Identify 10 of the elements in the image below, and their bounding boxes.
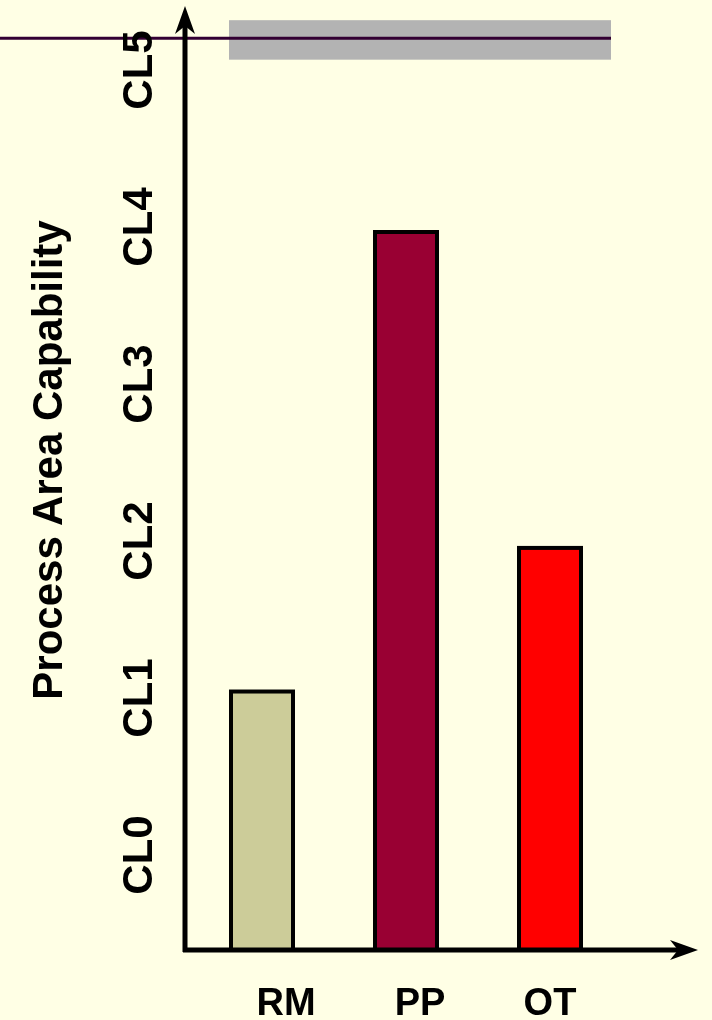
text: CL0 (114, 815, 161, 895)
y-axis-title: Process Area Capability (24, 219, 71, 700)
text: CL3 (114, 344, 161, 424)
x-tick-label: OT (523, 981, 577, 1020)
text: CL4 (114, 186, 161, 267)
text: CL1 (114, 658, 161, 738)
text: CL5 (114, 30, 161, 110)
x-tick-label: RM (256, 981, 316, 1020)
text: CL2 (114, 501, 161, 581)
x-tick-label: PP (394, 981, 446, 1020)
